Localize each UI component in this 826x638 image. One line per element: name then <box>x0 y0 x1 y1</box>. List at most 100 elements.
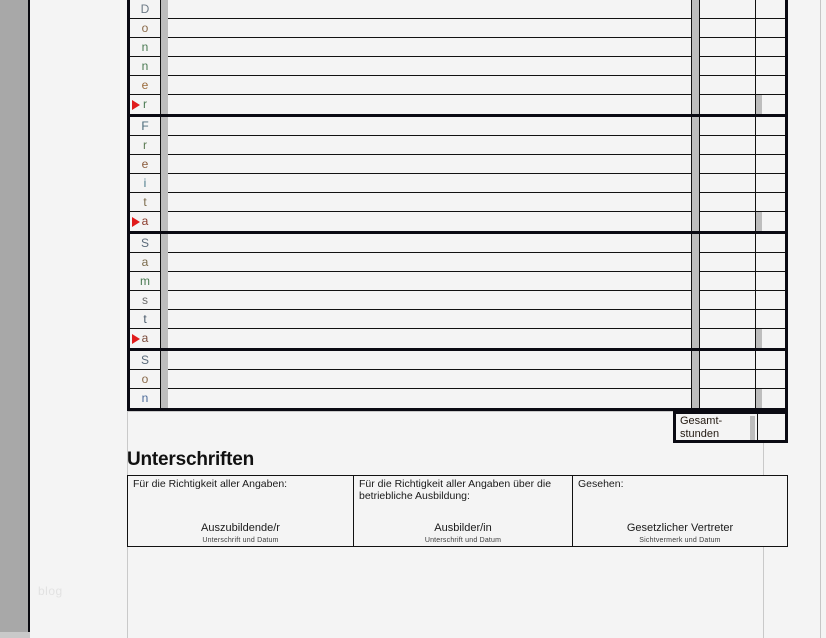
hours-entry-cell[interactable] <box>699 370 756 389</box>
activity-entry-cell[interactable] <box>168 291 692 310</box>
timesheet-row[interactable]: n <box>130 38 785 57</box>
timesheet-row[interactable]: n <box>130 389 785 408</box>
timesheet-row[interactable]: r <box>130 136 785 155</box>
timesheet-row[interactable]: a <box>130 329 785 348</box>
timesheet-row[interactable]: r <box>130 95 785 114</box>
timesheet-row[interactable]: t <box>130 193 785 212</box>
hours-entry-cell[interactable] <box>699 234 756 253</box>
timesheet-row[interactable]: e <box>130 76 785 95</box>
hours-entry-cell[interactable] <box>699 291 756 310</box>
hours-entry-cell[interactable] <box>699 389 756 408</box>
red-triangle-marker-icon[interactable] <box>132 334 140 344</box>
sum-entry-cell[interactable] <box>762 253 785 272</box>
hours-entry-cell[interactable] <box>699 57 756 76</box>
hours-entry-cell[interactable] <box>699 0 756 19</box>
activity-entry-cell[interactable] <box>168 0 692 19</box>
sum-entry-cell[interactable] <box>762 234 785 253</box>
hours-gutter-strip <box>692 38 699 57</box>
activity-entry-cell[interactable] <box>168 253 692 272</box>
sum-entry-cell[interactable] <box>762 155 785 174</box>
sum-entry-cell[interactable] <box>762 389 785 408</box>
hours-entry-cell[interactable] <box>699 329 756 348</box>
activity-entry-cell[interactable] <box>168 234 692 253</box>
activity-entry-cell[interactable] <box>168 272 692 291</box>
activity-entry-cell[interactable] <box>168 329 692 348</box>
hours-entry-cell[interactable] <box>699 136 756 155</box>
hours-entry-cell[interactable] <box>699 310 756 329</box>
sum-entry-cell[interactable] <box>762 19 785 38</box>
hours-entry-cell[interactable] <box>699 212 756 231</box>
sum-entry-cell[interactable] <box>762 351 785 370</box>
total-hours-label-line1: Gesamt- <box>680 415 723 427</box>
activity-entry-cell[interactable] <box>168 310 692 329</box>
timesheet-row[interactable]: D <box>130 0 785 19</box>
hours-entry-cell[interactable] <box>699 174 756 193</box>
timesheet-row[interactable]: a <box>130 212 785 231</box>
sum-entry-cell[interactable] <box>762 329 785 348</box>
signature-cell-3[interactable]: Gesehen: Gesetzlicher Vertreter Sichtverme… <box>573 476 787 546</box>
timesheet-row[interactable]: s <box>130 291 785 310</box>
red-triangle-marker-icon[interactable] <box>132 100 140 110</box>
sum-entry-cell[interactable] <box>762 310 785 329</box>
sum-entry-cell[interactable] <box>762 370 785 389</box>
hours-entry-cell[interactable] <box>699 193 756 212</box>
sum-entry-cell[interactable] <box>762 136 785 155</box>
sum-entry-cell[interactable] <box>762 57 785 76</box>
sum-entry-cell[interactable] <box>762 193 785 212</box>
activity-entry-cell[interactable] <box>168 38 692 57</box>
sum-entry-cell[interactable] <box>762 0 785 19</box>
hours-entry-cell[interactable] <box>699 155 756 174</box>
signature-cell-1[interactable]: Für die Richtigkeit aller Angaben: Auszub… <box>128 476 354 546</box>
timesheet-row[interactable]: n <box>130 57 785 76</box>
signature-cell-2[interactable]: Für die Richtigkeit aller Angaben über d… <box>354 476 573 546</box>
hours-entry-cell[interactable] <box>699 272 756 291</box>
activity-entry-cell[interactable] <box>168 389 692 408</box>
hours-entry-cell[interactable] <box>699 95 756 114</box>
sum-entry-cell[interactable] <box>762 212 785 231</box>
hours-entry-cell[interactable] <box>699 38 756 57</box>
hours-entry-cell[interactable] <box>699 351 756 370</box>
activity-entry-cell[interactable] <box>168 136 692 155</box>
sum-entry-cell[interactable] <box>762 76 785 95</box>
timesheet-row[interactable]: t <box>130 310 785 329</box>
day-label-cell: F <box>130 117 161 136</box>
activity-entry-cell[interactable] <box>168 117 692 136</box>
activity-entry-cell[interactable] <box>168 193 692 212</box>
timesheet-row[interactable]: e <box>130 155 785 174</box>
timesheet-row[interactable]: o <box>130 19 785 38</box>
sum-entry-cell[interactable] <box>762 272 785 291</box>
sum-entry-cell[interactable] <box>762 95 785 114</box>
total-hours-box[interactable]: Gesamt-stunden <box>673 411 788 443</box>
timesheet-row[interactable]: m <box>130 272 785 291</box>
sum-entry-cell[interactable] <box>762 291 785 310</box>
sum-entry-cell[interactable] <box>762 117 785 136</box>
timesheet-row[interactable]: S <box>130 351 785 370</box>
activity-entry-cell[interactable] <box>168 351 692 370</box>
red-triangle-marker-icon[interactable] <box>132 217 140 227</box>
activity-entry-cell[interactable] <box>168 76 692 95</box>
timesheet-row[interactable]: i <box>130 174 785 193</box>
hours-entry-cell[interactable] <box>699 19 756 38</box>
activity-entry-cell[interactable] <box>168 19 692 38</box>
timesheet-row[interactable]: a <box>130 253 785 272</box>
activity-entry-cell[interactable] <box>168 212 692 231</box>
left-scroll-rail[interactable] <box>0 0 28 638</box>
timesheet-row[interactable]: F <box>130 117 785 136</box>
activity-entry-cell[interactable] <box>168 155 692 174</box>
hours-entry-cell[interactable] <box>699 117 756 136</box>
hours-entry-cell[interactable] <box>699 76 756 95</box>
timesheet-row[interactable]: S <box>130 234 785 253</box>
sum-entry-cell[interactable] <box>762 174 785 193</box>
timesheet-row[interactable]: o <box>130 370 785 389</box>
hours-entry-cell[interactable] <box>699 253 756 272</box>
sum-entry-cell[interactable] <box>762 38 785 57</box>
activity-entry-cell[interactable] <box>168 95 692 114</box>
activity-entry-cell[interactable] <box>168 370 692 389</box>
activity-entry-cell[interactable] <box>168 57 692 76</box>
hours-gutter-strip <box>692 76 699 95</box>
activity-entry-cell[interactable] <box>168 174 692 193</box>
